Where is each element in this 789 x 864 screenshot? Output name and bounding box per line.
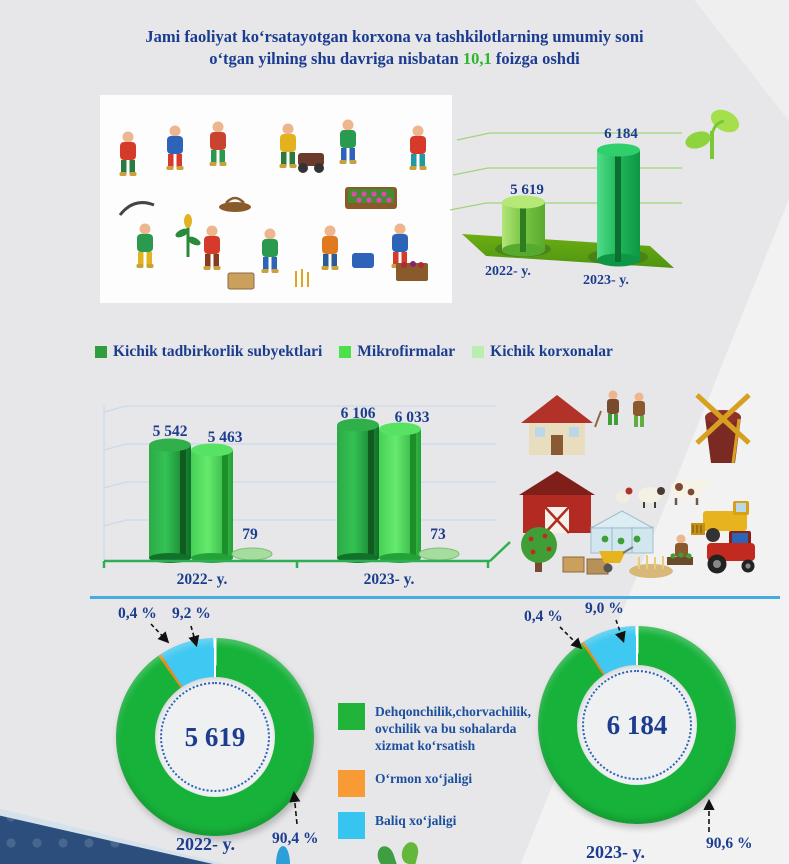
chart-base [462,234,674,268]
subject-legend: Kichik tadbirkorlik subyektlari Mikrofir… [95,343,630,361]
arrow-fish-2022 [188,625,200,648]
farmhouse [521,395,593,455]
bar-2022-label: 2022- y. [485,264,531,279]
apple-tree [521,527,557,572]
donut-2022-agri-pct: 90,4 % [272,830,319,847]
seedling-icon [685,109,740,159]
legend-item-forestry: Oʻrmon xoʻjaligi [338,769,528,797]
legend-swatch-agriculture [338,703,365,730]
legend-swatch-green [95,346,107,358]
donut-2022-dotted-circle [160,682,270,792]
legend-item-small-enterprises: Kichik korxonalar [472,343,613,361]
arrow-fish-2023 [615,619,626,644]
gardener [667,534,693,565]
bar-2023-value: 6 184 [604,126,638,142]
cow [671,477,709,505]
farmer-couple [594,390,645,428]
sheep [638,487,665,508]
wheat-patch [629,555,673,578]
group-2023-label: 2023- y. [364,571,415,588]
legend-swatch-forestry [338,769,365,797]
value-2022-microfirms: 5 463 [208,429,243,446]
leaf-decoration [374,844,398,864]
chicken [616,487,633,503]
combine-harvester [691,501,749,542]
donut-2023-agri-pct: 90,6 % [706,835,753,852]
sector-legend: Dehqonchilik,chorvachilik, ovchilik va b… [338,703,531,839]
legend-swatch-pale-green [472,346,485,358]
value-2023-enterprises: 73 [430,526,446,543]
legend-item-small-business: Kichik tadbirkorlik subyektlari [95,343,322,361]
leaf-decoration [399,840,421,864]
title-line1: Jami faoliyat koʻrsatayotgan korxona va … [145,27,644,46]
total-bar-chart: 5 619 6 184 2022- y. 2023- y. [450,126,682,288]
donut-2022: 5 619 [116,638,314,836]
tractor [707,531,755,574]
donut-2022-year: 2022- y. [176,834,236,854]
farmers-illustration [100,95,452,303]
legend-item-agriculture: Dehqonchilik,chorvachilik, ovchilik va b… [338,703,531,755]
wheelbarrow [599,546,634,573]
donut-2023-dotted-circle [582,670,692,780]
donut-2022-hole: 5 619 [155,677,275,797]
bar-2023 [597,143,640,267]
legend-item-microfirms: Mikrofirmalar [339,343,455,361]
donut-2023: 6 184 [538,626,736,824]
value-2023-subjects: 6 106 [341,405,376,422]
title-line2: oʻtgan yilning shu davriga nisbatan 10,1… [209,49,580,69]
value-2023-microfirms: 6 033 [395,409,430,426]
section-divider [90,596,780,599]
bar-2023-label: 2023- y. [583,273,629,288]
page-title: Jami faoliyat koʻrsatayotgan korxona va … [0,26,789,71]
donut-2023-fish-pct: 9,0 % [585,600,624,617]
value-2022-subjects: 5 542 [153,423,188,440]
arrow-forest-2022 [150,623,170,644]
water-drop-decoration [276,846,290,864]
farm-illustration [513,383,758,581]
donut-2022-forest-pct: 0,4 % [118,605,157,622]
bar-2022-value: 5 619 [510,182,544,198]
growth-percent-highlight: 10,1 [462,49,492,69]
farm-props [118,153,428,290]
legend-item-fishery: Baliq xoʻjaligi [338,811,528,839]
greenhouse [590,510,654,554]
arrow-agri-2023 [703,798,715,832]
farmer-figures [119,119,427,273]
subjects-bar-chart: 5 542 5 463 79 6 106 6 033 73 2022- y. 2… [102,405,511,588]
donut-2023-forest-pct: 0,4 % [524,608,563,625]
arrow-agri-2022 [289,790,301,825]
donut-2023-hole: 6 184 [577,665,697,785]
windmill [695,393,751,464]
donut-2022-fish-pct: 9,2 % [172,605,211,622]
crates [562,556,609,575]
value-2022-enterprises: 79 [242,526,258,543]
legend-swatch-fishery [338,811,365,839]
group-2022-label: 2022- y. [177,571,228,588]
barn [519,471,595,534]
arrow-forest-2023 [559,626,583,650]
gridlines [450,132,682,211]
x-axis [102,541,511,568]
donut-2023-year: 2023- y. [586,842,646,862]
farmers-illustration-svg [118,119,428,290]
group-2022 [149,438,273,563]
farm-illustration-svg [519,390,755,578]
legend-swatch-bright-green [339,346,352,358]
bar-2022 [502,195,545,257]
